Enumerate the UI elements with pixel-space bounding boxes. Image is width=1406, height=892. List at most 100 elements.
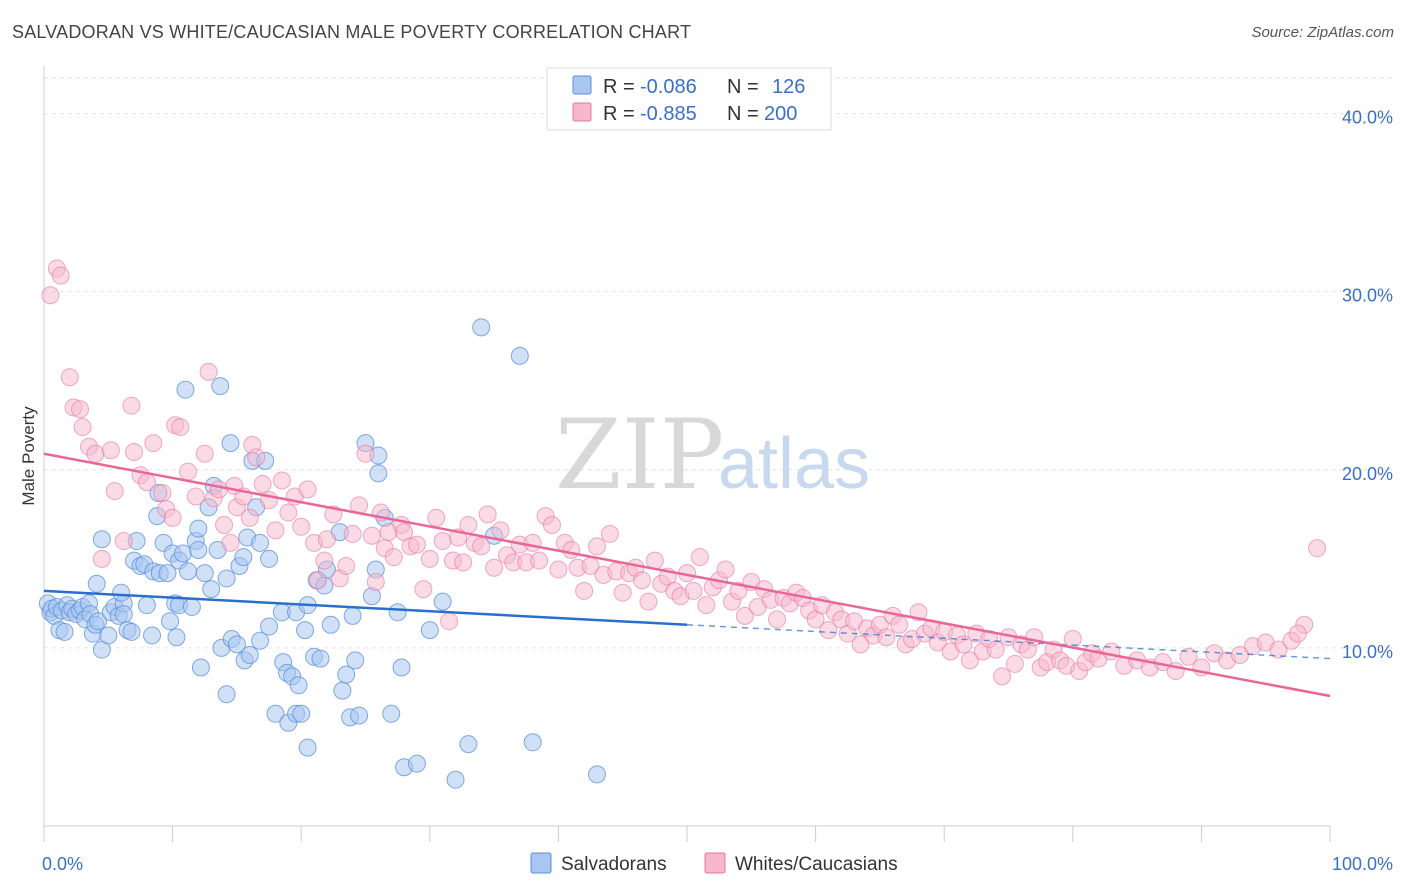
salvadoran-point-80 — [260, 617, 279, 636]
white-point-41 — [279, 503, 298, 522]
white-point-77 — [485, 558, 504, 577]
white-point-16 — [137, 473, 156, 492]
white-point-116 — [735, 606, 754, 625]
white-point-18 — [153, 483, 172, 502]
white-point-73 — [459, 516, 478, 535]
salvadoran-point-53 — [182, 597, 201, 616]
white-point-2 — [51, 266, 70, 285]
legend-r-label-1: R = — [603, 76, 635, 98]
salvadoran-point-69 — [227, 635, 246, 654]
white-point-75 — [472, 537, 491, 556]
salvadoran-point-115 — [388, 603, 407, 622]
y-tick-label-3: 40.0% — [1342, 108, 1393, 128]
white-point-100 — [632, 571, 651, 590]
salvadoran-point-77 — [251, 533, 270, 552]
salvadoran-point-120 — [433, 592, 452, 611]
salvadoran-point-97 — [311, 649, 330, 668]
y-tick-label-0: 10.0% — [1342, 642, 1393, 662]
legend-n-value-2: 200 — [764, 103, 797, 125]
white-point-69 — [440, 612, 459, 631]
white-point-3 — [60, 368, 79, 387]
salvadorans-trend-line — [43, 589, 688, 627]
salvadoran-point-31 — [122, 622, 141, 641]
legend-n-label-2: N = — [727, 103, 759, 125]
white-point-44 — [298, 480, 317, 499]
white-point-24 — [186, 487, 205, 506]
salvadoran-point-29 — [114, 605, 133, 624]
salvadoran-point-66 — [217, 685, 236, 704]
white-point-138 — [877, 628, 896, 647]
salvadoran-point-89 — [289, 676, 308, 695]
white-point-95 — [600, 524, 619, 543]
white-point-36 — [247, 448, 266, 467]
salvadoran-point-58 — [195, 564, 214, 583]
salvadoran-point-91 — [292, 704, 311, 723]
x-tick-label-1: 100.0% — [1332, 854, 1393, 874]
white-point-22 — [171, 418, 190, 437]
salvadoran-point-20 — [87, 574, 106, 593]
white-point-89 — [562, 540, 581, 559]
bottom-legend-label-salvadorans: Salvadorans — [561, 854, 667, 875]
white-point-115 — [729, 581, 748, 600]
salvadoran-point-36 — [137, 596, 156, 615]
white-point-189 — [1288, 624, 1307, 643]
white-point-87 — [549, 560, 568, 579]
salvadoran-point-63 — [211, 377, 230, 396]
bottom-legend-label-whites: Whites/Caucasians — [735, 854, 898, 875]
white-point-172 — [1102, 642, 1121, 661]
white-point-178 — [1179, 647, 1198, 666]
white-point-83 — [523, 533, 542, 552]
white-point-30 — [221, 533, 240, 552]
white-point-55 — [362, 526, 381, 545]
legend-n-label-1: N = — [727, 76, 759, 98]
y-tick-labels: 10.0% 20.0% 30.0% 40.0% — [1342, 108, 1393, 662]
white-point-109 — [690, 548, 709, 567]
salvadoran-point-78 — [251, 631, 270, 650]
white-point-28 — [209, 480, 228, 499]
white-point-56 — [366, 573, 385, 592]
salvadoran-point-7 — [55, 622, 74, 641]
whites-trend-line — [43, 452, 1331, 698]
x-tick-label-0: 0.0% — [42, 854, 83, 874]
salvadoran-point-50 — [173, 544, 192, 563]
white-point-26 — [199, 362, 218, 381]
white-point-97 — [613, 583, 632, 602]
white-point-93 — [587, 537, 606, 556]
white-point-86 — [542, 516, 561, 535]
white-point-20 — [163, 508, 182, 527]
white-point-108 — [684, 581, 703, 600]
white-point-6 — [73, 418, 92, 437]
white-point-54 — [356, 444, 375, 463]
white-point-52 — [343, 524, 362, 543]
salvadoran-point-60 — [202, 580, 221, 599]
salvadoran-point-43 — [158, 564, 177, 583]
white-point-64 — [407, 535, 426, 554]
salvadorans-trend-extension — [686, 624, 1331, 660]
white-point-51 — [337, 556, 356, 575]
white-point-43 — [292, 517, 311, 536]
white-point-134 — [851, 635, 870, 654]
salvadoran-point-93 — [298, 738, 317, 757]
chart-source: Source: ZipAtlas.com — [1251, 24, 1394, 41]
salvadoran-point-56 — [189, 519, 208, 538]
white-point-0 — [41, 286, 60, 305]
white-point-158 — [1005, 654, 1024, 673]
salvadoran-point-100 — [321, 615, 340, 634]
white-point-40 — [272, 471, 291, 490]
salvadoran-point-82 — [266, 704, 285, 723]
white-point-151 — [960, 651, 979, 670]
chart-title: SALVADORAN VS WHITE/CAUCASIAN MALE POVER… — [12, 22, 692, 42]
salvadoran-point-55 — [189, 540, 208, 559]
salvadoran-point-114 — [382, 704, 401, 723]
salvadoran-point-74 — [240, 646, 259, 665]
salvadoran-point-22 — [92, 530, 111, 549]
legend: R = -0.086 N = 126 R = -0.885 N = 200 — [546, 67, 832, 131]
salvadoran-point-37 — [143, 626, 162, 645]
salvadoran-point-71 — [234, 548, 253, 567]
legend-r-label-2: R = — [603, 103, 635, 125]
salvadoran-point-23 — [99, 626, 118, 645]
white-point-60 — [384, 548, 403, 567]
salvadoran-point-67 — [221, 434, 240, 453]
white-point-68 — [433, 532, 452, 551]
